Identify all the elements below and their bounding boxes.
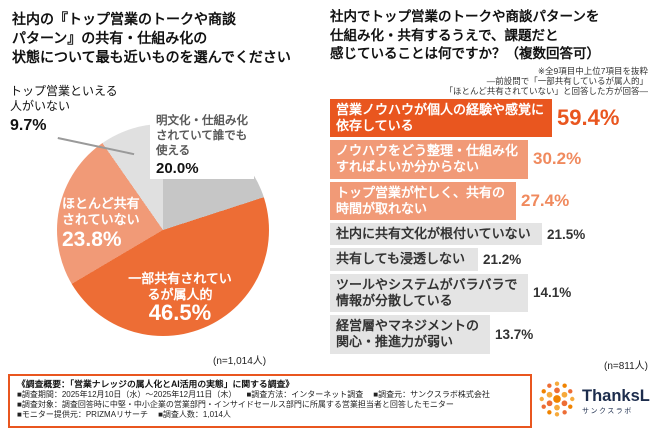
bar-row: 共有しても浸透しない 21.2% xyxy=(330,248,648,271)
bar: 社内に共有文化が根付いていない xyxy=(330,223,542,246)
survey-overview-heading: 《調査概要：「営業ナレッジの属人化とAI活用の実態」に関する調査》 xyxy=(17,379,295,389)
thankslab-logo-text: ThanksLab サンクスラボ xyxy=(582,387,650,416)
bar-row: 社内に共有文化が根付いていない 21.5% xyxy=(330,223,648,246)
bar-value: 59.4% xyxy=(557,104,620,130)
bar-sample-size: (n=811人) xyxy=(603,360,648,372)
bar-title-line: 仕組み化・共有するうえで、課題だと xyxy=(330,27,559,43)
thankslab-brand-sub: サンクスラボ xyxy=(582,408,633,415)
bar-row: 営業ノウハウが個人の経験や感覚に依存している 59.4% xyxy=(330,98,648,137)
survey-target: ■調査対象：調査回答時に中堅・中小企業の営業部門・インサイドセールス部門に所属す… xyxy=(17,399,454,409)
bar: 共有しても浸透しない xyxy=(330,248,478,271)
pie-label-text: るが属人的 xyxy=(147,286,213,302)
pie-chart-title: 社内の『トップ営業のトークや商談 パターン』の共有・仕組み化の 状態について最も… xyxy=(12,10,324,67)
survey-count: ■調査人数：1,014人 xyxy=(158,409,231,419)
pie-label-codified: 明文化・仕組み化 されていて誰でも 使える 20.0% xyxy=(150,111,254,179)
bar-chart-section: 社内でトップ営業のトークや商談パターンを 仕組み化・共有するうえで、課題だと 感… xyxy=(330,8,648,372)
bar-value: 14.1% xyxy=(533,285,572,301)
thankslab-logo-mark-icon xyxy=(536,378,578,425)
pie-value: 46.5% xyxy=(148,300,212,325)
pie-label-text: されていない xyxy=(62,212,140,227)
pie-label-text: ほとんど共有 xyxy=(62,196,140,211)
pie-sample-size: (n=1,014人) xyxy=(213,356,267,367)
bar-row: 経営層やマネジメントの関心・推進力が弱い 13.7% xyxy=(330,315,648,354)
note-line: ※全9項目中上位7項目を抜粋 xyxy=(537,65,648,76)
bar: ノウハウをどう整理・仕組み化すればよいか分からない xyxy=(330,140,528,179)
pie-value: 9.7% xyxy=(10,117,47,134)
pie-label-rarely-shared: ほとんど共有 されていない 23.8% xyxy=(62,196,140,251)
bar-value: 30.2% xyxy=(533,149,582,169)
survey-source: ■調査元：サンクスラボ株式会社 xyxy=(373,389,490,399)
pie-title-line: 状態について最も近いものを選んでください xyxy=(12,49,291,65)
bar-chart-title: 社内でトップ営業のトークや商談パターンを 仕組み化・共有するうえで、課題だと 感… xyxy=(330,8,648,64)
survey-monitor: ■モニター提供元：PRIZMAリサーチ xyxy=(17,409,149,419)
pie-label-text: 明文化・仕組み化 xyxy=(156,115,248,127)
bar-value: 21.5% xyxy=(547,226,586,242)
bar-value: 13.7% xyxy=(495,326,534,342)
pie-value: 23.8% xyxy=(62,228,122,251)
pie-label-partially-shared: 一部共有されてい るが属人的 46.5% xyxy=(124,271,236,325)
bar-row: トップ営業が忙しく、共有の時間が取れない 27.4% xyxy=(330,181,648,220)
note-line: 「ほとんど共有されていない」と回答した方が回答― xyxy=(444,85,649,96)
note-line: ―前設問で「一部共有しているが属人的」 xyxy=(486,75,648,86)
pie-value: 20.0% xyxy=(156,160,199,177)
bar: 経営層やマネジメントの関心・推進力が弱い xyxy=(330,315,490,354)
survey-period: ■調査期間：2025年12月10日（水）～2025年12月11日（木） xyxy=(17,389,237,399)
survey-overview-line: ■調査対象：調査回答時に中堅・中小企業の営業部門・インサイドセールス部門に所属す… xyxy=(17,400,523,410)
pie-title-line: 社内の『トップ営業のトークや商談 xyxy=(12,11,236,27)
thankslab-logo: ThanksLab サンクスラボ xyxy=(536,378,650,425)
survey-overview-line: ■モニター提供元：PRIZMAリサーチ ■調査人数：1,014人 xyxy=(17,410,523,420)
thankslab-brand-name: ThanksLab xyxy=(582,387,650,405)
bar-title-line: 感じていることは何ですか？（複数回答可） xyxy=(330,46,600,61)
pie-label-text: 人がいない xyxy=(10,99,71,113)
bar: 営業ノウハウが個人の経験や感覚に依存している xyxy=(330,98,552,137)
bar-value: 27.4% xyxy=(521,190,570,210)
survey-overview-line: ■調査期間：2025年12月10日（水）～2025年12月11日（木） ■調査方法… xyxy=(17,390,523,400)
pie-title-line: パターン』の共有・仕組み化の xyxy=(12,30,208,46)
bar: ツールやシステムがバラバラで情報が分散している xyxy=(330,273,528,312)
bar-value: 21.2% xyxy=(483,251,522,267)
survey-method: ■調査方法：インターネット調査 xyxy=(246,389,364,399)
pie-label-text: トップ営業といえる xyxy=(10,84,118,98)
pie-label-text: 一部共有されてい xyxy=(128,271,232,286)
bar-title-line: 社内でトップ営業のトークや商談パターンを xyxy=(330,9,600,24)
survey-overview-box: 《調査概要：「営業ナレッジの属人化とAI活用の実態」に関する調査》 ■調査期間：… xyxy=(8,374,532,428)
bar: トップ営業が忙しく、共有の時間が取れない xyxy=(330,181,516,220)
bar-row: ツールやシステムがバラバラで情報が分散している 14.1% xyxy=(330,273,648,312)
bar-chart: 営業ノウハウが個人の経験や感覚に依存している 59.4% ノウハウをどう整理・仕… xyxy=(330,98,648,354)
pie-label-text: されていて誰でも xyxy=(156,130,248,142)
pie-label-text: 使える xyxy=(156,145,191,157)
bar-chart-notes: ※全9項目中上位7項目を抜粋 ―前設問で「一部共有しているが属人的」 「ほとんど… xyxy=(330,65,649,96)
bar-row: ノウハウをどう整理・仕組み化すればよいか分からない 30.2% xyxy=(330,140,648,179)
pie-label-no-top-sales: トップ営業といえる 人がいない 9.7% xyxy=(10,84,118,134)
